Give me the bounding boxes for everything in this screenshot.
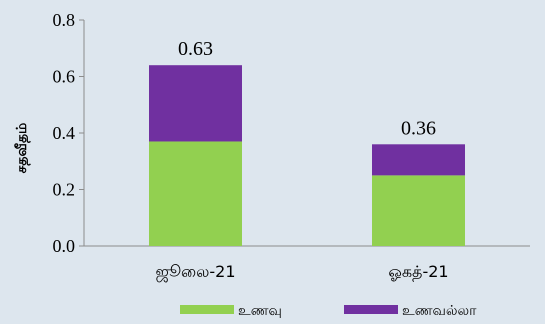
y-tick-label: 0.4: [53, 123, 76, 143]
y-tick-label: 0.8: [53, 10, 76, 30]
legend-label-1: உணவல்லா: [402, 303, 477, 319]
bar-food-0: [149, 141, 242, 246]
data-label: 0.36: [401, 117, 436, 139]
bar-nonfood-0: [149, 65, 242, 142]
legend-label-0: உணவு: [238, 303, 282, 319]
legend-swatch-0: [180, 305, 234, 314]
data-label: 0.63: [178, 38, 213, 60]
x-tick-label: ஜூலை-21: [155, 262, 235, 282]
y-tick-label: 0.2: [53, 180, 76, 200]
bar-nonfood-1: [372, 144, 465, 176]
legend-swatch-1: [344, 305, 398, 314]
bar-food-1: [372, 175, 465, 246]
y-axis-label: சதவீதம்: [14, 123, 31, 174]
y-tick-label: 0.6: [53, 67, 76, 87]
y-tick-label: 0.0: [53, 236, 76, 256]
x-tick-label: ஓகத்-21: [388, 262, 448, 281]
